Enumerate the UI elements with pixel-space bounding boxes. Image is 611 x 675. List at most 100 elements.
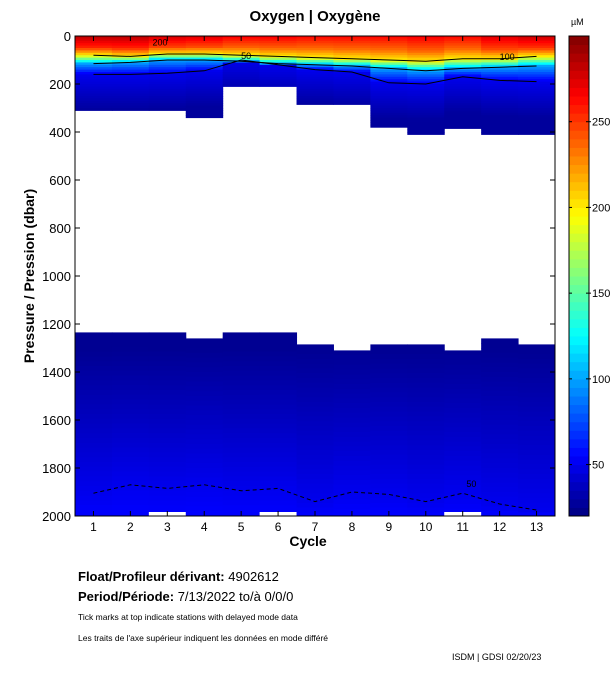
heatmap-cell [518,406,556,413]
heatmap-cell [407,132,445,135]
heatmap-cell [407,445,445,451]
heatmap-cell [407,493,445,499]
heatmap-cell [370,478,408,485]
heatmap-cell [111,457,150,463]
heatmap-cell [333,76,371,80]
heatmap-cell [370,378,408,384]
heatmap-cell [518,373,556,379]
heatmap-cell [407,411,445,417]
heatmap-cell [148,442,187,449]
heatmap-cell [407,406,445,413]
colorbar-segment [569,464,589,474]
heatmap-cell [370,91,408,95]
heatmap-cell [75,404,113,410]
heatmap-cell [296,69,334,73]
heatmap-cell [518,57,556,61]
heatmap-cell [407,93,445,97]
heatmap-cell [444,55,482,59]
heatmap-cell [518,112,556,116]
heatmap-cell [518,93,556,97]
heatmap-cell [111,81,150,85]
heatmap-cell [75,390,113,396]
colorbar-segment [569,404,589,414]
heatmap-cell [148,93,187,97]
heatmap-cell [333,460,371,467]
heatmap-cell [444,76,482,80]
heatmap-cell [444,451,482,457]
heatmap-cell [370,120,408,123]
heatmap-cell [148,428,187,434]
heatmap-cell [148,69,187,73]
heatmap-cell [296,406,334,413]
heatmap-cell [111,366,150,372]
heatmap-cell [407,430,445,437]
heatmap-cell [333,103,371,105]
heatmap-cell [518,45,556,49]
heatmap-cell [370,421,408,427]
heatmap-cell [185,81,224,85]
heatmap-cell [370,100,408,104]
x-tick-label: 10 [419,520,433,534]
heatmap-cell [296,445,334,451]
heatmap-cell [222,55,261,59]
heatmap-cell [148,476,187,482]
heatmap-cell [444,456,482,462]
heatmap-cell [518,122,556,126]
heatmap-cell [370,440,408,446]
heatmap-cell [333,98,371,102]
heatmap-cell [148,50,187,54]
heatmap-cell [444,62,482,66]
heatmap-cell [518,474,556,480]
heatmap-cell [111,466,150,473]
x-tick-label: 4 [201,520,208,534]
colorbar-segment [569,224,589,234]
heatmap-cell [148,495,187,501]
heatmap-cell [518,464,556,470]
heatmap-cell [444,117,482,121]
y-tick-label: 0 [64,29,71,44]
heatmap-cell [259,457,298,463]
heatmap-cell [222,81,261,85]
heatmap-cell [518,48,556,51]
heatmap-cell [222,375,261,381]
colorbar-segment [569,387,589,397]
heatmap-cell [333,432,371,438]
heatmap-cell [370,112,408,116]
heatmap-cell [111,74,150,78]
heatmap-cell [444,112,482,116]
heatmap-cell [296,93,334,97]
heatmap-cell [333,84,371,87]
heatmap-cell [444,379,482,385]
heatmap-cell [444,69,482,73]
heatmap-cell [407,387,445,393]
heatmap-cell [481,482,519,488]
heatmap-cell [407,502,445,509]
heatmap-cell [111,442,150,449]
heatmap-cell [75,399,113,405]
heatmap-cell [148,57,187,61]
heatmap-cell [518,127,556,131]
heatmap-cell [481,362,519,368]
heatmap-cell [407,363,445,369]
heatmap-cell [481,120,519,123]
heatmap-cell [296,402,334,408]
heatmap-cell [185,91,224,95]
heatmap-cell [481,40,519,44]
heatmap-cell [481,424,519,431]
heatmap-cell [370,62,408,66]
heatmap-cell [481,88,519,92]
heatmap-cell [333,379,371,385]
heatmap-cell [407,464,445,470]
x-tick-label: 11 [456,520,469,534]
heatmap-cell [296,426,334,432]
heatmap-cell [75,342,113,348]
heatmap-cell [481,110,519,114]
heatmap-cell [148,390,187,396]
heatmap-cell [481,55,519,59]
heatmap-cell [296,454,334,461]
heatmap-cell [407,91,445,95]
heatmap-cell [518,69,556,73]
heatmap-cell [444,484,482,491]
heatmap-cell [75,86,113,90]
heatmap-cell [296,450,334,456]
